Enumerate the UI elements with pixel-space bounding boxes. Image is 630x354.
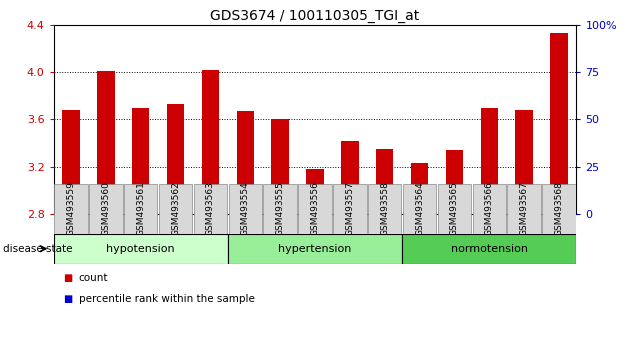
Text: GSM493558: GSM493558 [381,181,389,236]
Text: GSM493568: GSM493568 [554,181,563,236]
Text: GSM493559: GSM493559 [67,181,76,236]
FancyBboxPatch shape [438,184,471,234]
Text: GSM493565: GSM493565 [450,181,459,236]
Bar [167,104,185,214]
FancyBboxPatch shape [124,184,158,234]
Text: ■: ■ [63,294,72,304]
Text: GSM493557: GSM493557 [345,181,354,236]
FancyBboxPatch shape [193,184,227,234]
Bar [132,108,149,214]
Bar [551,33,568,214]
FancyBboxPatch shape [368,184,401,234]
Bar [556,207,562,214]
FancyBboxPatch shape [159,184,192,234]
Text: GSM493560: GSM493560 [101,181,110,236]
Text: GDS3674 / 100110305_TGI_at: GDS3674 / 100110305_TGI_at [210,9,420,23]
FancyBboxPatch shape [403,184,437,234]
Bar [312,210,318,214]
Text: GSM493563: GSM493563 [206,181,215,236]
Bar [97,71,115,214]
Text: GSM493567: GSM493567 [520,181,529,236]
FancyBboxPatch shape [229,184,262,234]
Text: hypotension: hypotension [106,244,175,254]
FancyBboxPatch shape [333,184,367,234]
FancyBboxPatch shape [402,234,576,264]
Bar [521,209,527,214]
FancyBboxPatch shape [507,184,541,234]
Bar [446,150,463,214]
FancyBboxPatch shape [89,184,123,234]
Bar [242,209,248,214]
FancyBboxPatch shape [54,184,88,234]
Text: GSM493561: GSM493561 [136,181,145,236]
Bar [481,108,498,214]
FancyBboxPatch shape [472,184,506,234]
Text: GSM493556: GSM493556 [311,181,319,236]
Bar [451,210,457,214]
Text: GSM493555: GSM493555 [276,181,285,236]
Bar [416,210,423,214]
Bar [173,207,179,214]
Bar [62,110,79,214]
Bar [486,207,493,214]
Text: disease state: disease state [3,244,72,254]
Bar [411,163,428,214]
Text: GSM493564: GSM493564 [415,182,424,236]
Text: GSM493562: GSM493562 [171,182,180,236]
Text: hypertension: hypertension [278,244,352,254]
Bar [306,169,324,214]
Text: GSM493566: GSM493566 [485,181,494,236]
Text: normotension: normotension [451,244,528,254]
Bar [515,110,533,214]
Bar [103,205,109,214]
Bar [382,210,388,214]
Text: GSM493554: GSM493554 [241,182,249,236]
Bar [207,205,214,214]
Text: percentile rank within the sample: percentile rank within the sample [79,294,255,304]
Bar [346,210,353,214]
Text: count: count [79,273,108,283]
Bar [277,209,284,214]
FancyBboxPatch shape [228,234,402,264]
Bar [68,209,74,214]
FancyBboxPatch shape [298,184,332,234]
Bar [272,119,289,214]
FancyBboxPatch shape [542,184,576,234]
Bar [237,111,254,214]
Bar [137,209,144,214]
Bar [341,141,358,214]
Bar [376,149,393,214]
Bar [202,70,219,214]
FancyBboxPatch shape [54,234,228,264]
Text: ■: ■ [63,273,72,283]
FancyBboxPatch shape [263,184,297,234]
